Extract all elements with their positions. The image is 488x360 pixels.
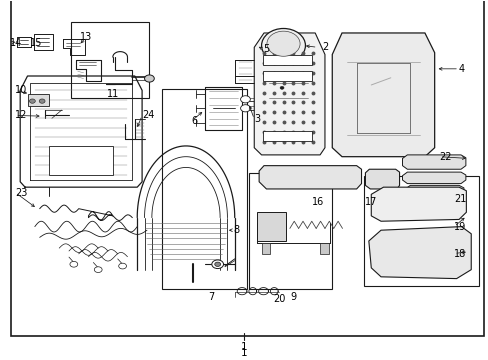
Text: 16: 16 [311, 197, 323, 207]
Bar [71, 22, 149, 98]
Text: 6: 6 [191, 116, 198, 126]
Text: 1: 1 [241, 342, 247, 352]
Circle shape [240, 96, 250, 103]
Text: 21: 21 [453, 194, 466, 204]
Text: 17: 17 [365, 197, 377, 207]
Circle shape [211, 260, 223, 269]
Ellipse shape [266, 31, 300, 56]
Text: 9: 9 [289, 292, 296, 302]
Bar [263, 131, 311, 140]
Text: 12: 12 [15, 111, 28, 121]
Polygon shape [254, 33, 325, 155]
Polygon shape [259, 166, 361, 189]
Bar [256, 212, 285, 241]
Bar [249, 173, 331, 289]
Text: 13: 13 [80, 32, 92, 42]
Bar [27, 94, 49, 107]
Polygon shape [405, 185, 463, 197]
Bar [320, 243, 328, 253]
Text: 1: 1 [241, 348, 247, 358]
Text: 11: 11 [106, 89, 119, 99]
Bar [49, 146, 113, 175]
Polygon shape [368, 226, 470, 279]
Polygon shape [402, 155, 465, 169]
Bar [261, 243, 270, 253]
Text: 8: 8 [233, 225, 240, 235]
Circle shape [94, 267, 102, 273]
Text: 4: 4 [458, 64, 464, 74]
Bar [263, 71, 311, 81]
Text: 22: 22 [439, 152, 451, 162]
Circle shape [214, 262, 220, 266]
Circle shape [144, 75, 154, 82]
Circle shape [240, 105, 250, 112]
Text: 15: 15 [30, 38, 42, 48]
Bar [363, 176, 478, 286]
Text: 20: 20 [272, 294, 285, 304]
Text: 3: 3 [254, 114, 260, 124]
Text: 14: 14 [10, 38, 22, 48]
Text: 2: 2 [322, 42, 328, 52]
Text: 23: 23 [15, 188, 28, 198]
Circle shape [29, 99, 35, 103]
Circle shape [280, 86, 284, 89]
Bar [161, 89, 246, 289]
Text: 7: 7 [208, 292, 214, 302]
Text: 5: 5 [263, 44, 269, 54]
Polygon shape [331, 33, 434, 157]
Text: 18: 18 [453, 248, 466, 258]
Text: 19: 19 [453, 222, 466, 231]
Circle shape [70, 261, 78, 267]
Circle shape [39, 99, 45, 103]
Text: 24: 24 [142, 111, 154, 121]
Polygon shape [365, 169, 399, 189]
Polygon shape [402, 172, 465, 184]
Circle shape [119, 263, 126, 269]
Polygon shape [370, 187, 466, 221]
Ellipse shape [261, 28, 305, 63]
Bar [263, 55, 311, 65]
Text: 10: 10 [15, 85, 27, 95]
